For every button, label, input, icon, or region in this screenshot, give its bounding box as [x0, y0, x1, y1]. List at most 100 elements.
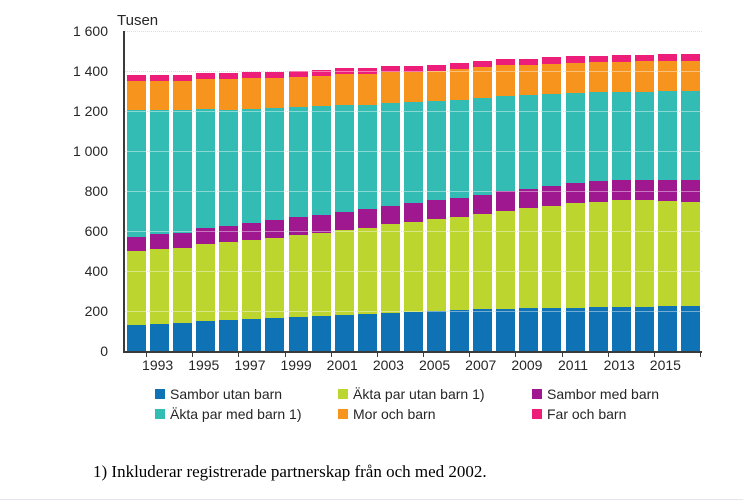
bar-segment-far_och_barn-1997	[242, 72, 262, 79]
bar-segment-far_och_barn-2016	[680, 54, 700, 61]
y-tick-label-800: 800	[84, 183, 108, 199]
bar-segment-mor_och_barn-2009	[519, 64, 539, 96]
legend-label-far_och_barn: Far och barn	[547, 406, 627, 422]
bar-segment-akta_par_med_barn-2010	[542, 94, 562, 186]
x-axis-tick-5	[376, 352, 378, 357]
bar-segment-mor_och_barn-2008	[496, 65, 516, 96]
bar-segment-far_och_barn-2011	[565, 56, 585, 63]
x-axis-tick-9	[561, 352, 563, 357]
legend-item-akta_par_utan_barn: Äkta par utan barn 1)	[338, 386, 485, 402]
bar-segment-mor_och_barn-1994	[173, 80, 193, 111]
bar-1999	[288, 70, 308, 351]
bar-segment-sambor_utan_barn-2006	[450, 310, 470, 351]
bar-segment-far_och_barn-1999	[288, 70, 308, 77]
bar-segment-mor_och_barn-2001	[334, 74, 354, 105]
legend-item-akta_par_med_barn: Äkta par med barn 1)	[155, 406, 302, 422]
gridline-overlay-600	[125, 231, 702, 232]
bar-segment-sambor_utan_barn-2004	[403, 312, 423, 351]
gridline-overlay-400	[125, 271, 702, 272]
legend-label-sambor_med_barn: Sambor med barn	[547, 386, 660, 402]
bar-segment-sambor_med_barn-2002	[357, 209, 377, 228]
bar-segment-mor_och_barn-2015	[657, 60, 677, 92]
bar-segment-akta_par_utan_barn-2002	[357, 227, 377, 314]
bar-segment-akta_par_utan_barn-2003	[380, 224, 400, 313]
x-tick-label-2007: 2007	[465, 357, 497, 373]
bar-segment-far_och_barn-1998	[265, 71, 285, 78]
bar-1993	[150, 74, 170, 351]
bar-1998	[265, 71, 285, 351]
bar-segment-akta_par_med_barn-2016	[680, 91, 700, 181]
bar-segment-far_och_barn-2000	[311, 69, 331, 76]
legend-label-akta_par_utan_barn: Äkta par utan barn 1)	[353, 386, 485, 402]
bar-segment-akta_par_med_barn-2002	[357, 104, 377, 210]
bar-segment-mor_och_barn-1995	[196, 79, 216, 110]
bar-segment-akta_par_med_barn-2005	[427, 101, 447, 201]
bar-segment-sambor_med_barn-1993	[150, 234, 170, 249]
bar-segment-akta_par_med_barn-2014	[634, 91, 654, 180]
bar-segment-sambor_utan_barn-2000	[311, 316, 331, 351]
bar-segment-far_och_barn-2015	[657, 54, 677, 61]
gridline-overlay-1200	[125, 111, 702, 112]
bar-segment-sambor_med_barn-1997	[242, 223, 262, 240]
bar-2012	[588, 55, 608, 351]
bar-segment-far_och_barn-1992	[127, 75, 146, 82]
bar-1997	[242, 72, 262, 351]
bar-segment-mor_och_barn-2013	[611, 61, 631, 93]
bar-segment-akta_par_med_barn-2012	[588, 92, 608, 182]
bar-2009	[519, 58, 539, 351]
page-bottom-divider	[0, 499, 743, 500]
bar-segment-sambor_med_barn-2011	[565, 183, 585, 204]
bar-segment-far_och_barn-2004	[403, 65, 423, 72]
bar-segment-akta_par_med_barn-2007	[473, 97, 493, 195]
bar-segment-sambor_med_barn-2001	[334, 212, 354, 231]
bar-segment-mor_och_barn-2007	[473, 67, 493, 98]
bar-segment-sambor_med_barn-1998	[265, 220, 285, 238]
bar-segment-akta_par_utan_barn-2015	[657, 201, 677, 307]
bar-segment-mor_och_barn-2012	[588, 62, 608, 93]
bar-segment-akta_par_med_barn-2009	[519, 95, 539, 189]
legend-label-sambor_utan_barn: Sambor utan barn	[170, 386, 283, 402]
bar-segment-mor_och_barn-1997	[242, 78, 262, 109]
y-tick-label-1200: 1 200	[72, 103, 108, 119]
gridline-1600	[125, 31, 702, 32]
bar-2002	[357, 68, 377, 351]
bar-segment-akta_par_utan_barn-2011	[565, 203, 585, 308]
bar-segment-akta_par_utan_barn-2001	[334, 230, 354, 315]
bar-segment-sambor_med_barn-2010	[542, 185, 562, 206]
x-tick-label-2009: 2009	[511, 357, 543, 373]
bar-segment-mor_och_barn-1996	[219, 79, 239, 110]
bar-segment-sambor_med_barn-2004	[403, 202, 423, 222]
x-tick-label-1993: 1993	[142, 357, 174, 373]
bar-segment-akta_par_med_barn-2000	[311, 106, 331, 215]
bar-segment-mor_och_barn-2000	[311, 75, 331, 107]
bar-segment-akta_par_utan_barn-2008	[496, 211, 516, 309]
bar-segment-mor_och_barn-2014	[634, 61, 654, 92]
bar-segment-akta_par_utan_barn-1999	[288, 235, 308, 318]
bar-segment-sambor_utan_barn-1997	[242, 319, 262, 351]
bar-segment-far_och_barn-1996	[219, 73, 239, 80]
bar-segment-far_och_barn-2005	[427, 65, 447, 72]
x-axis-tick-7	[469, 352, 471, 357]
legend-label-akta_par_med_barn: Äkta par med barn 1)	[170, 406, 302, 422]
gridline-overlay-1600	[125, 31, 702, 32]
bar-segment-akta_par_utan_barn-2007	[473, 214, 493, 310]
bar-segment-sambor_utan_barn-2005	[427, 311, 447, 351]
bar-segment-akta_par_med_barn-2008	[496, 95, 516, 192]
bar-1995	[196, 73, 216, 351]
bar-segment-sambor_utan_barn-2011	[565, 307, 585, 351]
bar-segment-sambor_med_barn-2008	[496, 191, 516, 212]
bar-segment-sambor_med_barn-2007	[473, 194, 493, 215]
y-tick-label-0: 0	[100, 343, 108, 359]
bar-segment-akta_par_utan_barn-2000	[311, 232, 331, 317]
y-tick-label-1000: 1 000	[72, 143, 108, 159]
bar-segment-sambor_utan_barn-2008	[496, 308, 516, 351]
bar-2006	[450, 63, 470, 351]
bar-2013	[611, 55, 631, 351]
bar-segment-mor_och_barn-2010	[542, 63, 562, 95]
x-tick-label-1995: 1995	[188, 357, 220, 373]
bar-segment-mor_och_barn-1998	[265, 77, 285, 109]
bar-segment-akta_par_utan_barn-1995	[196, 244, 216, 322]
bar-segment-akta_par_med_barn-1994	[173, 110, 193, 233]
bar-segment-akta_par_utan_barn-2004	[403, 221, 423, 312]
x-tick-label-2001: 2001	[326, 357, 358, 373]
